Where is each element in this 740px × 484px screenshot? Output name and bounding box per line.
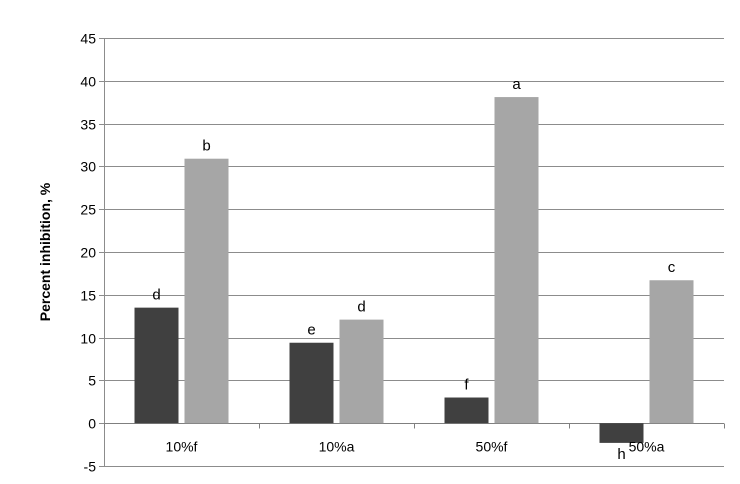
y-tick-label: 30 (80, 159, 96, 175)
x-category-label: 10%f (166, 439, 198, 455)
bar-data-label: d (357, 299, 365, 316)
bar (444, 397, 489, 424)
bar-data-label: h (617, 446, 625, 463)
bar-data-label: d (152, 287, 160, 304)
x-category-label: 50%a (629, 439, 665, 455)
y-axis-title: Percent inhibition, % (37, 182, 53, 321)
bar (494, 97, 539, 424)
bar (134, 307, 179, 424)
y-tick-label: 15 (80, 288, 96, 304)
y-tick-label: 10 (80, 331, 96, 347)
y-tick-label: 35 (80, 117, 96, 133)
x-category-label: 10%a (319, 439, 355, 455)
bar-data-label: f (464, 377, 469, 394)
bar (649, 280, 694, 424)
x-category-label: 50%f (476, 439, 508, 455)
y-tick-label: 20 (80, 245, 96, 261)
bar-data-label: a (512, 76, 521, 93)
bar (339, 319, 384, 424)
y-tick-label: 0 (88, 416, 96, 432)
bars (134, 97, 694, 443)
labels: -5 0 5 10 15 20 25 30 35 40 45 10%f d b 10%a e d 50%f f a 50… (80, 31, 675, 475)
bar-data-label: c (668, 259, 676, 276)
bar (289, 342, 334, 424)
bar-data-label: b (202, 138, 210, 155)
y-tick-label: 5 (88, 373, 96, 389)
bar-data-label: e (307, 322, 315, 339)
y-tick-label: 45 (80, 31, 96, 47)
y-tick-label: 25 (80, 202, 96, 218)
bar (184, 158, 229, 424)
y-tick-label: -5 (84, 459, 97, 475)
bar (599, 423, 644, 443)
y-tick-label: 40 (80, 74, 96, 90)
